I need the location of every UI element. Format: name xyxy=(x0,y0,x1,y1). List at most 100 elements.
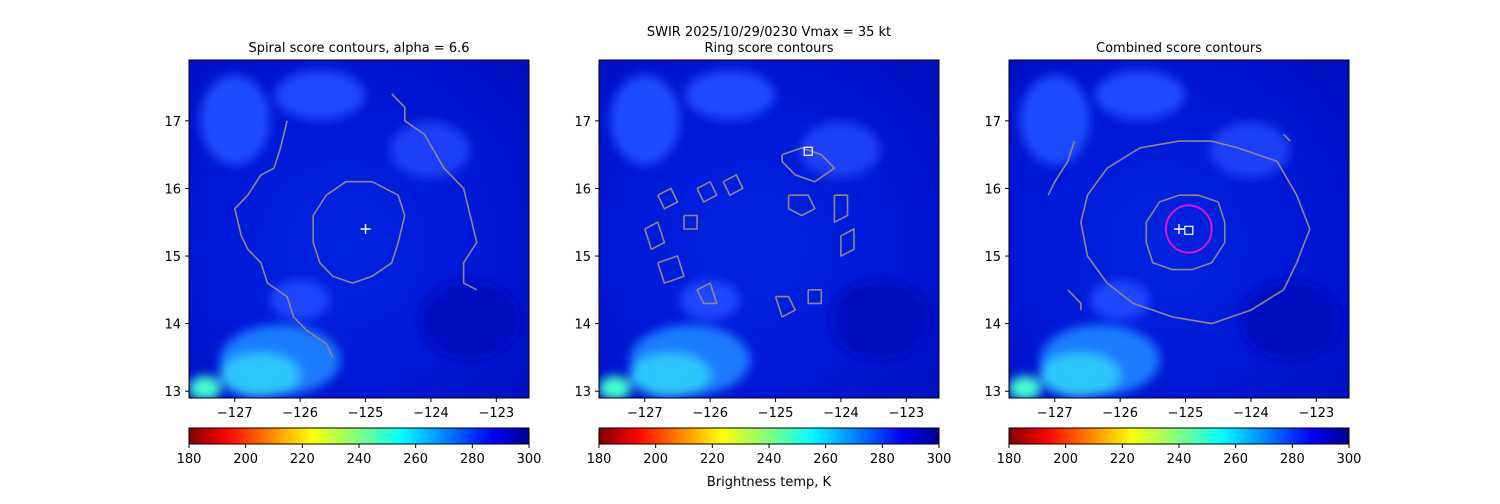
contour-line xyxy=(1145,194,1226,271)
contour-line xyxy=(657,187,679,210)
center-markers xyxy=(803,146,813,156)
center-plus-marker xyxy=(1174,224,1184,234)
x-tick-label: −123 xyxy=(1298,406,1334,421)
center-ring xyxy=(1164,204,1213,254)
y-tick-label: 16 xyxy=(574,182,591,197)
x-tick-label: −126 xyxy=(282,406,318,421)
colorbar-tick-label: 260 xyxy=(403,452,428,467)
panel-spiral: Spiral score contours, alpha = 6.6 −127−… xyxy=(164,41,541,467)
y-tick-label: 17 xyxy=(164,115,181,130)
contour-line xyxy=(391,93,478,291)
axis-ticks: −127 −126 −125 −124 −123 13 14 15 16 17 xyxy=(984,115,1334,421)
colorbar-tick-label: 240 xyxy=(1167,452,1192,467)
y-tick-label: 13 xyxy=(984,385,1001,400)
colorbar-tick-label: 180 xyxy=(587,452,612,467)
brightness-image xyxy=(1009,60,1349,398)
x-tick-label: −125 xyxy=(1168,406,1204,421)
y-tick-label: 15 xyxy=(574,250,591,265)
colorbar-tick-label: 260 xyxy=(813,452,838,467)
panel-title: Ring score contours xyxy=(704,41,833,56)
colorbar-tick-label: 300 xyxy=(927,452,952,467)
colorbar: 180 200 220 240 260 280 300 xyxy=(587,427,952,467)
plot-frame xyxy=(598,59,940,399)
x-tick-label: −124 xyxy=(823,406,859,421)
y-tick-label: 14 xyxy=(164,318,181,333)
colorbar-tick-label: 180 xyxy=(997,452,1022,467)
center-plus-marker xyxy=(360,224,371,234)
contour-lines xyxy=(1047,133,1311,325)
x-tick-label: −123 xyxy=(888,406,924,421)
x-tick-label: −127 xyxy=(1037,406,1073,421)
colorbar-tick-label: 300 xyxy=(517,452,542,467)
contour-line xyxy=(781,147,836,183)
y-tick-label: 15 xyxy=(984,250,1001,265)
y-tick-label: 15 xyxy=(164,250,181,265)
contour-line xyxy=(644,221,666,251)
colorbar-ticks: 180 200 220 240 260 280 300 xyxy=(587,444,952,467)
contour-line xyxy=(696,282,718,305)
plot-frame xyxy=(1008,59,1350,399)
colorbar-tick-label: 280 xyxy=(870,452,895,467)
contour-lines xyxy=(234,93,478,358)
contour-line xyxy=(234,120,334,358)
panel-ring: Ring score contours −127 −126 −125 −124 −123… xyxy=(574,41,951,490)
figure-suptitle: SWIR 2025/10/29/0230 Vmax = 35 kt xyxy=(647,25,891,40)
y-tick-label: 16 xyxy=(164,182,181,197)
colorbar-tick-label: 200 xyxy=(233,452,258,467)
y-tick-label: 13 xyxy=(164,385,181,400)
panel-title: Combined score contours xyxy=(1096,41,1262,56)
x-tick-label: −124 xyxy=(1233,406,1269,421)
axis-ticks: −127 −126 −125 −124 −123 13 14 15 16 17 xyxy=(574,115,924,421)
contour-line xyxy=(840,228,855,257)
y-tick-label: 14 xyxy=(984,318,1001,333)
colorbar-tick-label: 240 xyxy=(757,452,782,467)
brightness-image xyxy=(189,60,529,398)
brightness-image xyxy=(599,60,939,398)
contour-line xyxy=(833,194,849,223)
colorbar-tick-label: 260 xyxy=(1223,452,1248,467)
contour-line xyxy=(774,295,796,318)
colorbar-tick-label: 220 xyxy=(700,452,725,467)
colorbar-ticks: 180 200 220 240 260 280 300 xyxy=(177,444,542,467)
colorbar-tick-label: 280 xyxy=(1280,452,1305,467)
contour-line xyxy=(1080,140,1311,325)
y-tick-label: 14 xyxy=(574,318,591,333)
colorbar-ticks: 180 200 220 240 260 280 300 xyxy=(997,444,1362,467)
panel-combined: Combined score contours −127 −126 −125 −124… xyxy=(984,41,1361,467)
x-tick-label: −124 xyxy=(413,406,449,421)
contour-line xyxy=(312,180,406,284)
center-markers xyxy=(1164,204,1213,254)
square-marker xyxy=(1184,225,1194,235)
contour-line xyxy=(683,214,698,230)
contour-line xyxy=(696,180,718,203)
contour-line xyxy=(722,174,744,196)
colorbar-tick-label: 180 xyxy=(177,452,202,467)
colorbar: 180 200 220 240 260 280 300 xyxy=(177,427,542,467)
contour-line xyxy=(1067,289,1082,311)
colorbar-label: Brightness temp, K xyxy=(707,475,832,490)
square-marker xyxy=(803,146,813,156)
colorbar-tick-label: 200 xyxy=(643,452,668,467)
contour-line xyxy=(787,194,816,217)
contour-line xyxy=(807,289,823,305)
x-tick-label: −126 xyxy=(1102,406,1138,421)
x-tick-label: −125 xyxy=(348,406,384,421)
x-tick-label: −127 xyxy=(627,406,663,421)
y-tick-label: 17 xyxy=(574,115,591,130)
axis-ticks: −127 −126 −125 −124 −123 13 14 15 16 17 xyxy=(164,115,514,421)
plot-frame xyxy=(188,59,530,399)
contour-line xyxy=(657,255,685,284)
colorbar-tick-label: 300 xyxy=(1337,452,1362,467)
colorbar-tick-label: 220 xyxy=(1110,452,1135,467)
colorbar-tick-label: 220 xyxy=(290,452,315,467)
contour-line xyxy=(1047,140,1076,196)
colorbar-tick-label: 240 xyxy=(347,452,372,467)
contour-line xyxy=(1283,133,1291,142)
x-tick-label: −126 xyxy=(692,406,728,421)
contour-lines xyxy=(644,147,855,318)
y-tick-label: 13 xyxy=(574,385,591,400)
colorbar: 180 200 220 240 260 280 300 xyxy=(997,427,1362,467)
x-tick-label: −125 xyxy=(758,406,794,421)
center-markers xyxy=(360,224,371,234)
